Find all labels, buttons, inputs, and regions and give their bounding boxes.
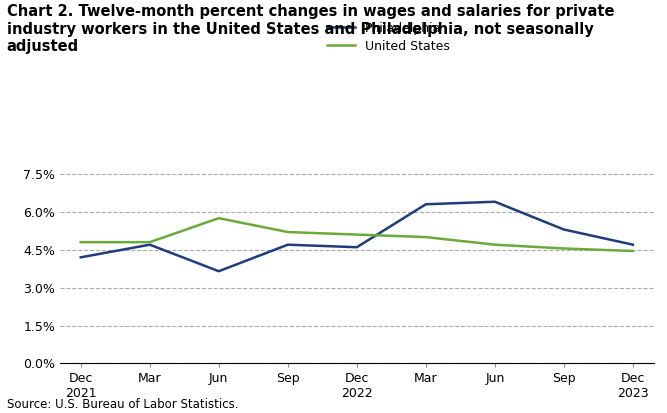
Text: Source: U.S. Bureau of Labor Statistics.: Source: U.S. Bureau of Labor Statistics.: [7, 398, 238, 411]
Text: Chart 2. Twelve-month percent changes in wages and salaries for private
industry: Chart 2. Twelve-month percent changes in…: [7, 4, 614, 54]
Legend: Philadelphia, United States: Philadelphia, United States: [327, 22, 450, 53]
